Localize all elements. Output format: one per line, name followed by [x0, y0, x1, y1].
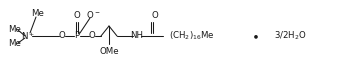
Text: O: O	[152, 12, 158, 20]
Text: OMe: OMe	[99, 48, 119, 57]
Text: 3/2H$_2$O: 3/2H$_2$O	[274, 30, 306, 42]
Text: NH: NH	[131, 32, 144, 41]
Text: Me: Me	[32, 10, 44, 19]
Text: P: P	[75, 32, 79, 41]
Text: $\bullet$: $\bullet$	[251, 29, 259, 43]
Text: O: O	[89, 32, 95, 41]
Text: O: O	[59, 32, 65, 41]
Text: O$^-$: O$^-$	[86, 9, 100, 20]
Text: (CH$_2$)$_{16}$Me: (CH$_2$)$_{16}$Me	[169, 30, 215, 42]
Text: Me: Me	[8, 40, 21, 49]
Text: Me: Me	[8, 26, 21, 35]
Text: O: O	[74, 12, 80, 20]
Text: N$^+$: N$^+$	[21, 30, 35, 42]
